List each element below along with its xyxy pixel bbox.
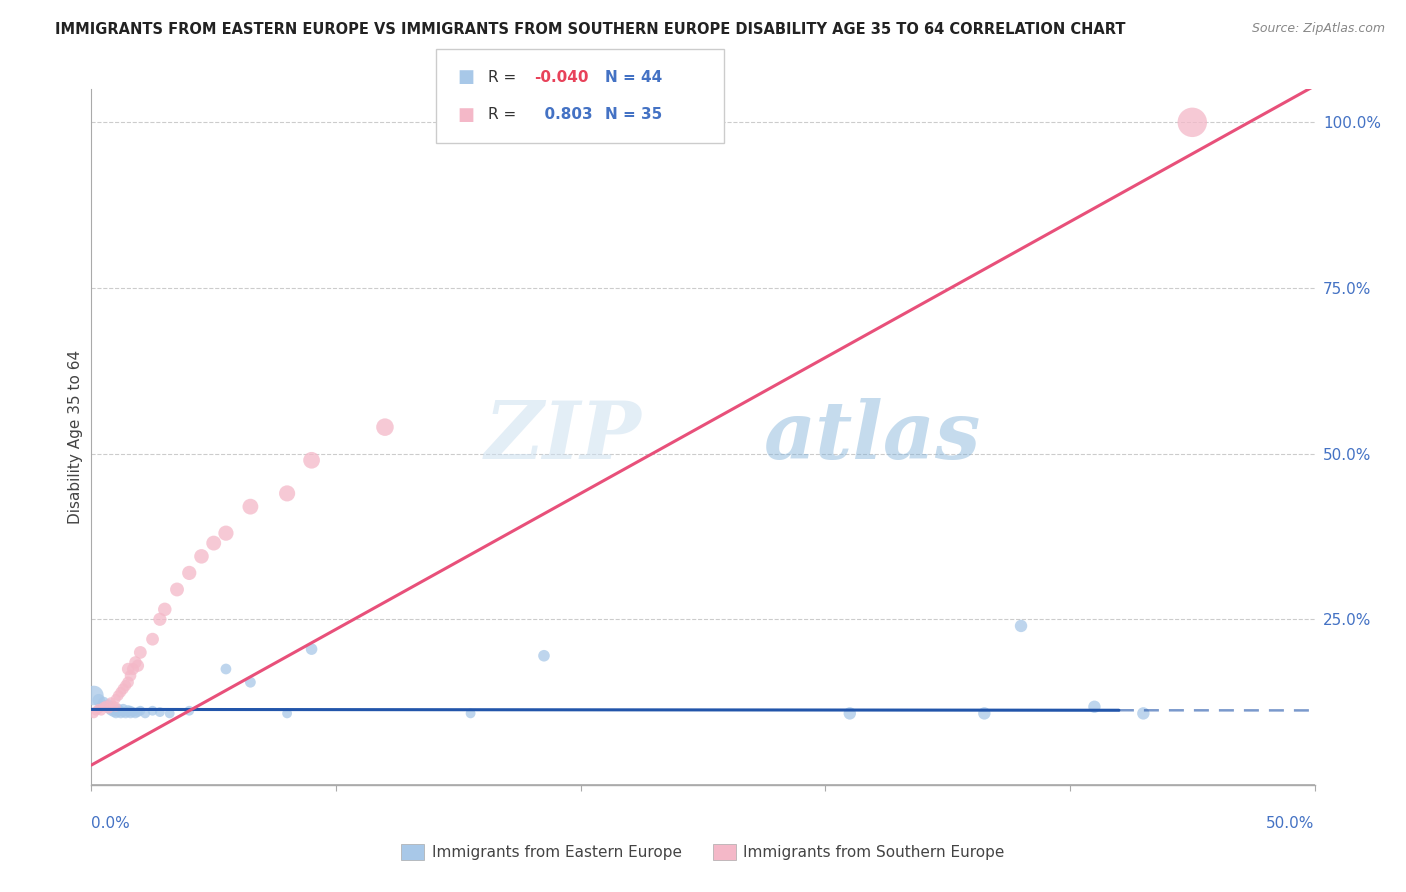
Text: 0.803: 0.803 [534,107,593,122]
Text: 50.0%: 50.0% [1267,816,1315,831]
Point [114,679,136,693]
Point [114,706,136,721]
Text: N = 35: N = 35 [605,107,662,122]
Point [93,695,115,709]
Text: R =: R = [488,107,522,122]
Text: ZIP: ZIP [485,399,643,475]
Point [84,704,107,718]
Point [533,648,555,663]
Point [104,699,127,714]
Point [103,698,125,713]
Point [239,675,262,690]
Point [153,602,176,616]
Point [100,704,122,718]
Point [112,681,135,696]
Point [134,706,156,721]
Y-axis label: Disability Age 35 to 64: Disability Age 35 to 64 [67,350,83,524]
Point [838,706,860,721]
Point [124,656,146,670]
Point [141,704,163,718]
Point [107,702,129,716]
Point [122,705,145,719]
Point [120,704,142,718]
Point [1010,619,1032,633]
Point [104,703,127,717]
Point [159,706,181,721]
Point [276,486,298,500]
Point [97,702,120,716]
Point [460,706,482,721]
Text: Source: ZipAtlas.com: Source: ZipAtlas.com [1251,22,1385,36]
Point [83,689,105,703]
Point [276,706,298,721]
Point [141,632,163,647]
Point [107,689,129,703]
Point [83,706,105,721]
Point [87,693,110,707]
Point [110,685,132,699]
Point [166,582,188,597]
Point [112,705,135,719]
Point [117,705,139,719]
Text: R =: R = [488,70,522,85]
Point [190,549,212,564]
Point [1181,115,1204,129]
Point [374,420,396,434]
Text: -0.040: -0.040 [534,70,589,85]
Point [129,704,152,718]
Point [100,699,122,714]
Text: 0.0%: 0.0% [91,816,131,831]
Point [215,662,238,676]
Point [129,645,152,659]
Text: N = 44: N = 44 [605,70,662,85]
Point [1132,706,1154,721]
Point [110,706,132,721]
Point [149,705,172,719]
Point [117,675,139,690]
Point [93,699,115,714]
Legend: Immigrants from Eastern Europe, Immigrants from Southern Europe: Immigrants from Eastern Europe, Immigran… [395,838,1011,866]
Point [149,612,172,626]
Point [97,702,120,716]
Point [120,668,142,682]
Point [117,703,139,717]
Point [973,706,995,721]
Text: atlas: atlas [765,399,981,475]
Text: ■: ■ [457,105,474,123]
Point [122,662,145,676]
Point [127,705,149,719]
Point [120,706,142,721]
Point [103,702,125,716]
Text: IMMIGRANTS FROM EASTERN EUROPE VS IMMIGRANTS FROM SOUTHERN EUROPE DISABILITY AGE: IMMIGRANTS FROM EASTERN EUROPE VS IMMIGR… [55,22,1126,37]
Point [87,702,110,716]
Point [104,691,127,706]
Point [94,698,117,713]
Point [127,658,149,673]
Point [104,706,127,721]
Point [1083,699,1105,714]
Point [107,705,129,719]
Point [124,706,146,721]
Point [117,662,139,676]
Text: ■: ■ [457,69,474,87]
Point [301,642,323,657]
Point [301,453,323,467]
Point [179,704,201,718]
Point [215,526,238,541]
Point [103,705,125,719]
Point [202,536,225,550]
Point [100,695,122,709]
Point [97,697,120,711]
Point [90,704,112,718]
Point [110,704,132,718]
Point [239,500,262,514]
Point [94,698,117,713]
Point [90,699,112,714]
Point [179,566,201,580]
Point [112,702,135,716]
